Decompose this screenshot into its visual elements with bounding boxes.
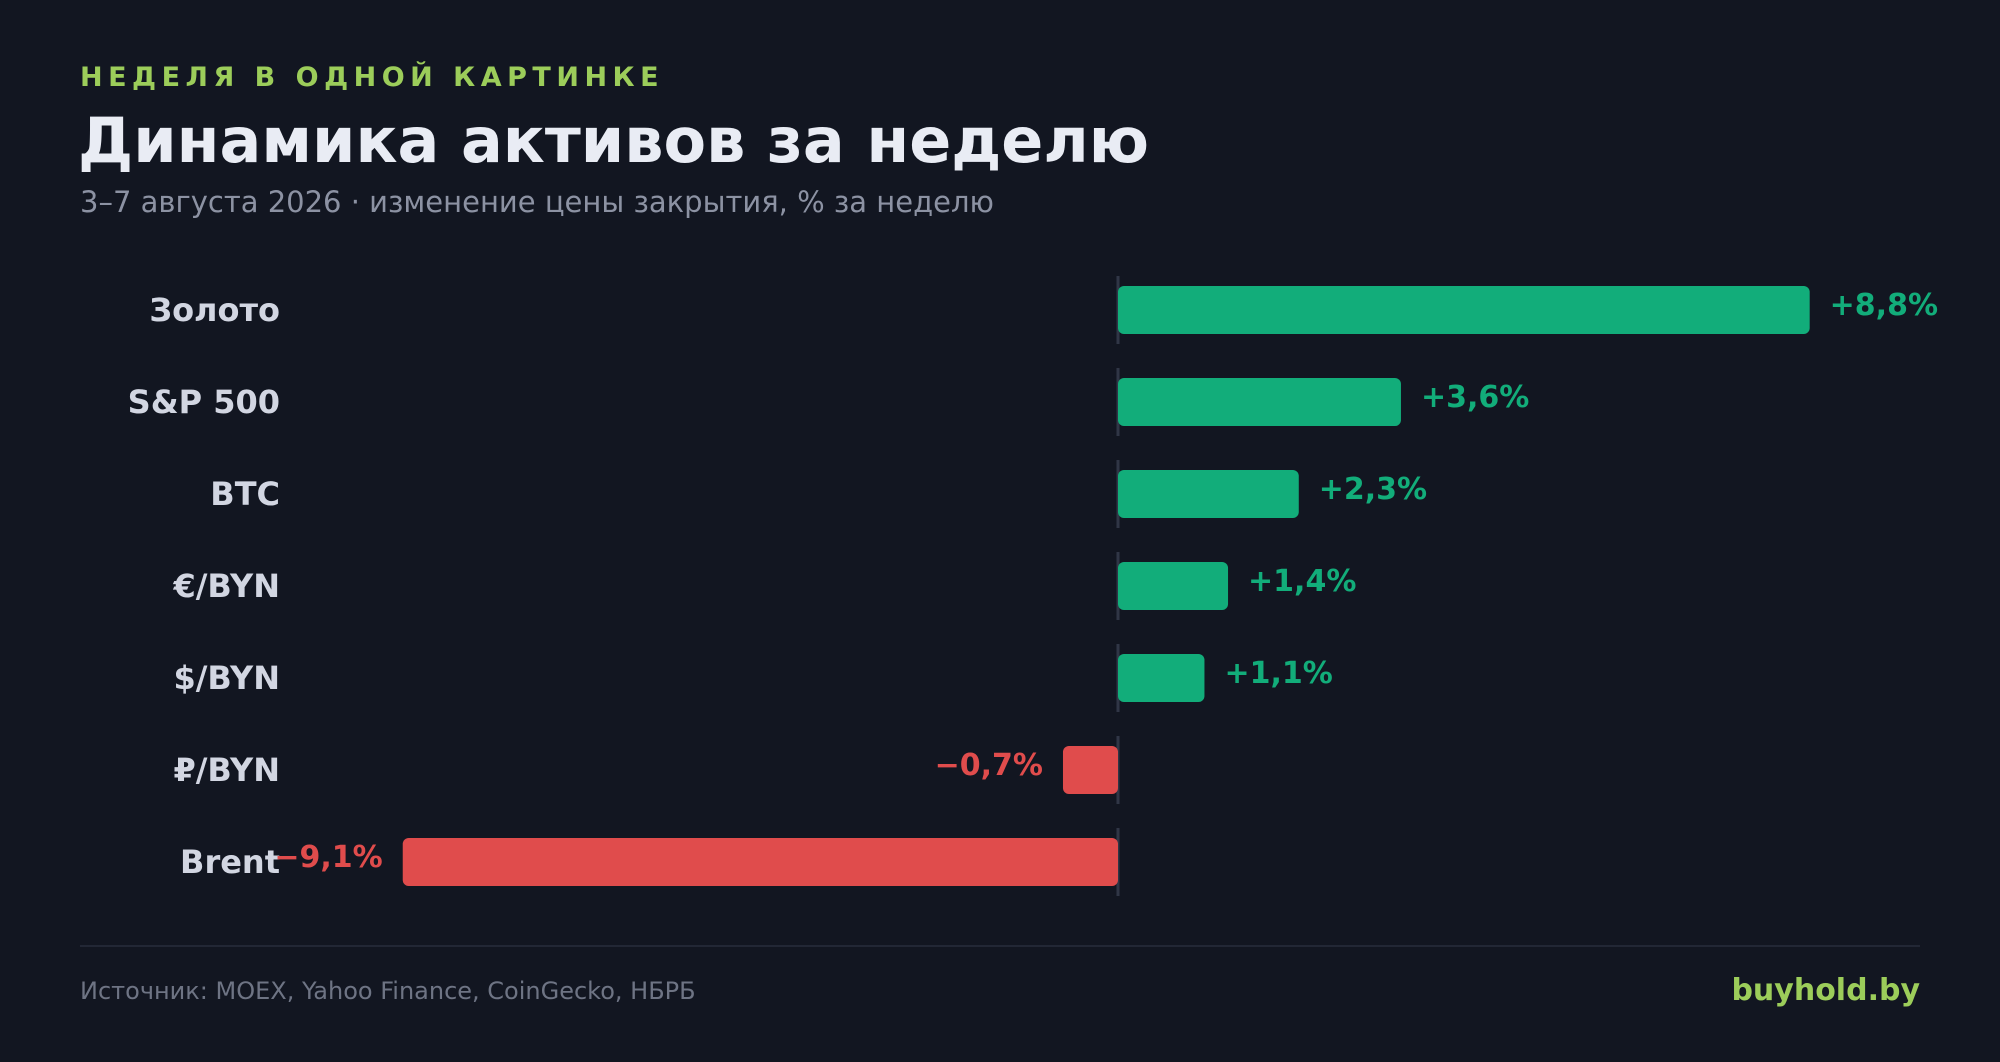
category-label: S&P 500	[128, 383, 280, 421]
chart-eyebrow: НЕДЕЛЯ В ОДНОЙ КАРТИНКЕ	[80, 62, 665, 93]
chart-title: Динамика активов за неделю	[78, 104, 1150, 177]
bar[interactable]	[1118, 286, 1810, 334]
category-label: €/BYN	[172, 567, 280, 605]
category-label: Золото	[149, 291, 280, 329]
bar[interactable]	[1118, 378, 1401, 426]
category-label: $/BYN	[173, 659, 280, 697]
bar[interactable]	[1062, 746, 1118, 794]
chart-subtitle: 3–7 августа 2026 · изменение цены закрыт…	[80, 185, 994, 219]
value-label: +3,6%	[1421, 380, 1529, 415]
value-label: +8,8%	[1830, 288, 1938, 323]
value-label: −0,7%	[935, 748, 1043, 783]
value-label: +2,3%	[1319, 472, 1427, 507]
bar[interactable]	[1118, 562, 1229, 610]
category-label: BTC	[210, 475, 280, 513]
category-label: Brent	[180, 843, 280, 881]
bar[interactable]	[402, 838, 1118, 886]
source-note: Источник: MOEX, Yahoo Finance, CoinGecko…	[80, 977, 696, 1005]
footer-divider	[80, 945, 1920, 947]
value-label: +1,4%	[1248, 564, 1356, 599]
bar[interactable]	[1118, 470, 1299, 518]
bar[interactable]	[1118, 654, 1205, 702]
bar-chart: Золото +8,8% S&P 500 +3,6% BTC +2,3% €/BYN +1,4…	[128, 276, 1938, 896]
brand-logo[interactable]: buyhold.by	[1731, 973, 1920, 1008]
value-label: −9,1%	[274, 840, 382, 875]
value-label: +1,1%	[1224, 656, 1332, 691]
category-label: ₽/BYN	[173, 751, 280, 789]
